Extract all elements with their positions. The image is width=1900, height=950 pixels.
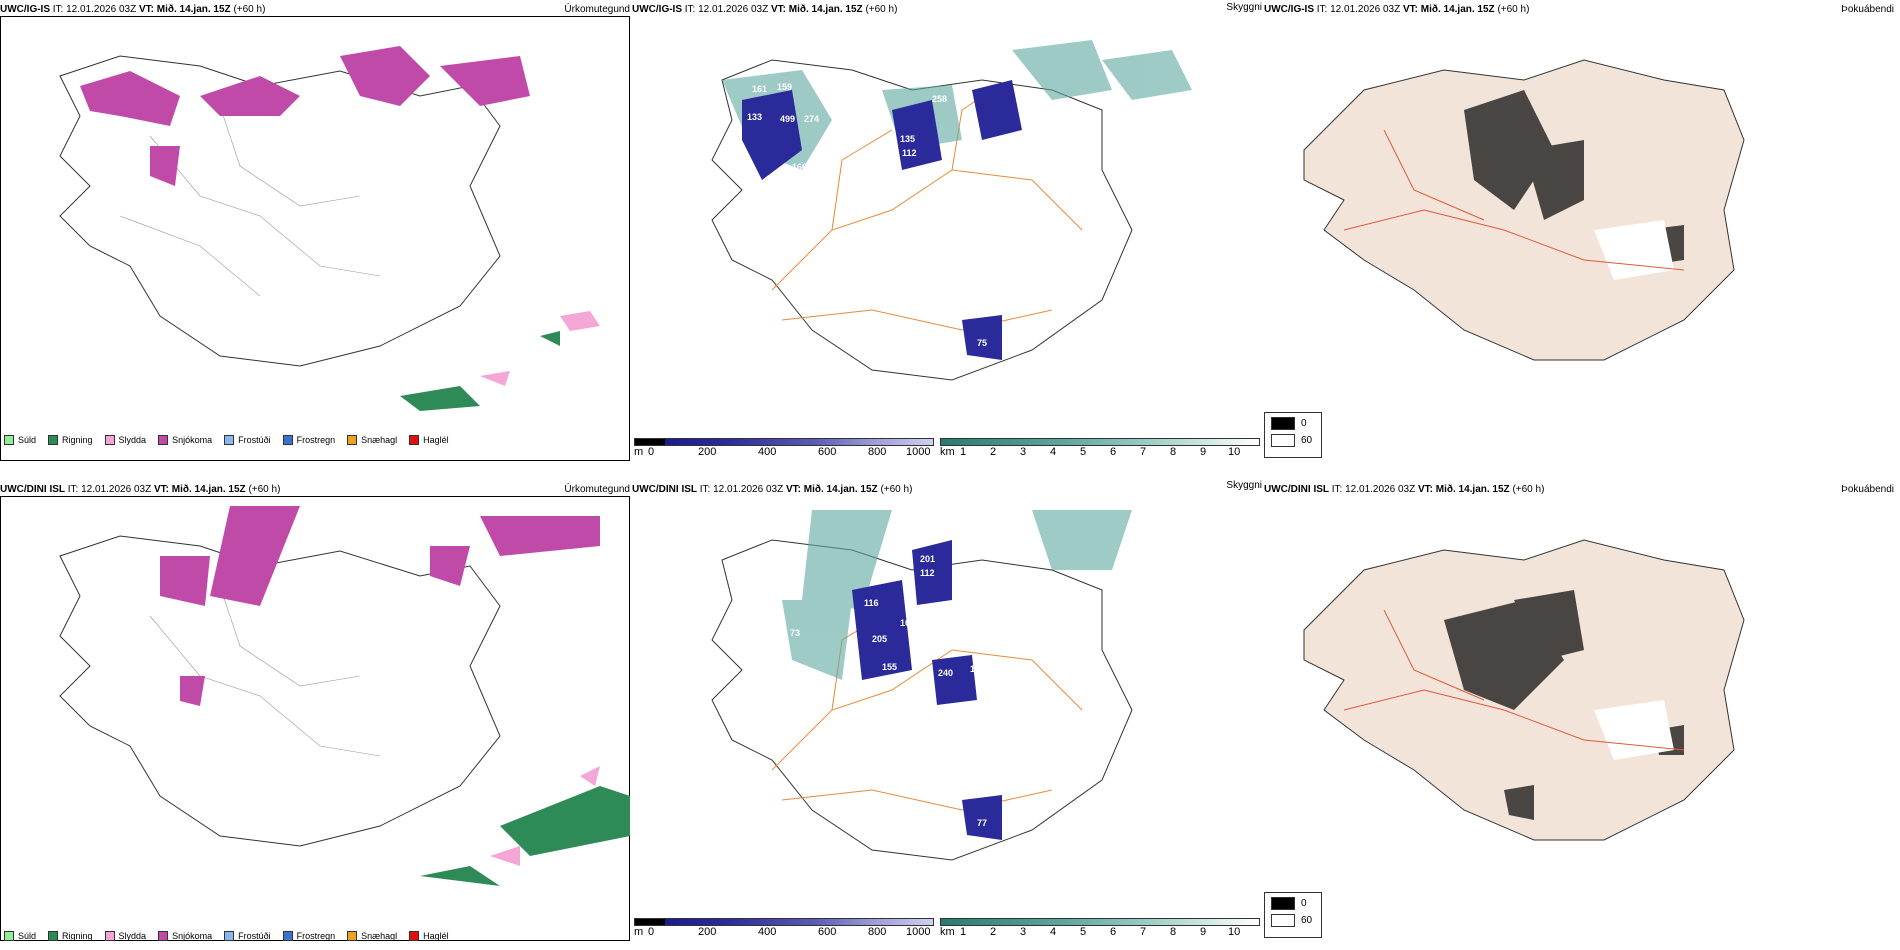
iceland-map bbox=[59, 506, 630, 886]
colorbar-km-gradient bbox=[940, 438, 1260, 446]
precip-legend: Súld Rigning Slydda Snjókoma Frostúði Fr… bbox=[4, 931, 449, 941]
panel-fog-top: UWC/IG-IS IT: 12.01.2026 03Z VT: Mið. 14… bbox=[1264, 0, 1894, 458]
legend-item: Frostregn bbox=[282, 435, 335, 445]
legend-item: Haglél bbox=[409, 931, 449, 941]
svg-text:161: 161 bbox=[752, 84, 767, 94]
svg-text:159: 159 bbox=[777, 82, 792, 92]
legend-swatch bbox=[104, 435, 115, 445]
panel-title: Þokuábendi bbox=[1841, 484, 1894, 495]
panel-visibility-bottom: UWC/DINI ISL IT: 12.01.2026 03Z VT: Mið.… bbox=[632, 480, 1262, 938]
visibility-labels: 201 112 116 105 205 155 240 141 73 87 77 bbox=[790, 554, 987, 828]
panel-header: UWC/DINI ISL IT: 12.01.2026 03Z VT: Mið.… bbox=[0, 484, 281, 495]
svg-text:133: 133 bbox=[747, 112, 762, 122]
svg-text:87: 87 bbox=[812, 678, 822, 688]
legend-swatch bbox=[347, 435, 358, 445]
svg-text:141: 141 bbox=[970, 664, 985, 674]
snow-areas bbox=[80, 46, 530, 186]
legend-swatch bbox=[347, 931, 358, 941]
svg-text:274: 274 bbox=[804, 114, 819, 124]
panel-header: UWC/DINI ISL IT: 12.01.2026 03Z VT: Mið.… bbox=[632, 484, 913, 495]
svg-text:77: 77 bbox=[977, 818, 987, 828]
legend-item: Slydda bbox=[104, 435, 146, 445]
svg-text:75: 75 bbox=[977, 338, 987, 348]
svg-text:116: 116 bbox=[864, 598, 879, 608]
svg-text:201: 201 bbox=[920, 554, 935, 564]
svg-text:258: 258 bbox=[932, 94, 947, 104]
svg-text:166: 166 bbox=[792, 162, 807, 172]
legend-item: Snæhagl bbox=[347, 435, 397, 445]
legend-item: Frostregn bbox=[282, 931, 335, 941]
colorbar-m-gradient bbox=[634, 438, 934, 446]
svg-text:135: 135 bbox=[900, 134, 915, 144]
panel-header: UWC/IG-IS IT: 12.01.2026 03Z VT: Mið. 14… bbox=[1264, 4, 1530, 15]
colorbar-km-gradient bbox=[940, 918, 1260, 926]
rain-areas bbox=[400, 331, 560, 411]
panel-title: Skyggni bbox=[1226, 2, 1262, 13]
legend-swatch bbox=[282, 931, 293, 941]
panel-header: UWC/DINI ISL IT: 12.01.2026 03Z VT: Mið.… bbox=[1264, 484, 1545, 495]
iceland-map bbox=[59, 46, 600, 411]
legend-item: Frostúði bbox=[224, 931, 271, 941]
precip-legend: Súld Rigning Slydda Snjókoma Frostúði Fr… bbox=[4, 435, 449, 445]
svg-text:205: 205 bbox=[872, 634, 887, 644]
panel-title: Úrkomutegund bbox=[564, 4, 630, 15]
legend-swatch bbox=[409, 931, 420, 941]
panel-title: Skyggni bbox=[1226, 480, 1262, 491]
legend-item: Frostúði bbox=[224, 435, 271, 445]
legend-item: Rigning bbox=[48, 435, 93, 445]
fog-map bbox=[1303, 539, 1745, 841]
fog-legend: 0 60 bbox=[1264, 892, 1322, 938]
svg-text:112: 112 bbox=[902, 148, 917, 158]
visibility-map: 161 159 133 499 274 135 112 166 145 258 … bbox=[711, 40, 1192, 381]
legend-item: Súld bbox=[4, 435, 36, 445]
panel-precip-type-top: UWC/IG-IS IT: 12.01.2026 03Z VT: Mið. 14… bbox=[0, 0, 630, 461]
svg-text:105: 105 bbox=[900, 618, 915, 628]
legend-item: Rigning bbox=[48, 931, 93, 941]
panel-header: UWC/IG-IS IT: 12.01.2026 03Z VT: Mið. 14… bbox=[632, 4, 898, 15]
legend-item: Snjókoma bbox=[158, 435, 212, 445]
svg-text:155: 155 bbox=[882, 662, 897, 672]
legend-swatch bbox=[282, 435, 293, 445]
map-frame bbox=[0, 16, 630, 461]
legend-item: Snjókoma bbox=[158, 931, 212, 941]
legend-swatch bbox=[48, 931, 59, 941]
legend-swatch bbox=[409, 435, 420, 445]
map-frame bbox=[0, 496, 630, 941]
svg-text:145: 145 bbox=[777, 180, 792, 190]
panel-header: UWC/IG-IS IT: 12.01.2026 03Z VT: Mið. 14… bbox=[0, 4, 266, 15]
legend-swatch bbox=[104, 931, 115, 941]
legend-swatch bbox=[48, 435, 59, 445]
panel-fog-bottom: UWC/DINI ISL IT: 12.01.2026 03Z VT: Mið.… bbox=[1264, 480, 1894, 938]
visibility-labels: 161 159 133 499 274 135 112 166 145 258 … bbox=[747, 82, 987, 348]
legend-item: Slydda bbox=[104, 931, 146, 941]
fog-legend: 0 60 bbox=[1264, 412, 1322, 458]
fog-legend-white-swatch bbox=[1271, 914, 1295, 927]
colorbar-m-gradient bbox=[634, 918, 934, 926]
fog-map bbox=[1303, 59, 1745, 361]
legend-item: Súld bbox=[4, 931, 36, 941]
panel-visibility-top: UWC/IG-IS IT: 12.01.2026 03Z VT: Mið. 14… bbox=[632, 2, 1262, 458]
visibility-map: 201 112 116 105 205 155 240 141 73 87 77 bbox=[711, 510, 1133, 861]
legend-item: Snæhagl bbox=[347, 931, 397, 941]
panel-precip-type-bottom: UWC/DINI ISL IT: 12.01.2026 03Z VT: Mið.… bbox=[0, 480, 630, 941]
legend-swatch bbox=[158, 435, 169, 445]
legend-swatch bbox=[224, 931, 235, 941]
fog-legend-white-swatch bbox=[1271, 434, 1295, 447]
legend-swatch bbox=[158, 931, 169, 941]
panel-title: Úrkomutegund bbox=[564, 484, 630, 495]
legend-swatch bbox=[4, 931, 14, 941]
svg-text:499: 499 bbox=[780, 114, 795, 124]
svg-text:112: 112 bbox=[920, 568, 935, 578]
fog-legend-black-swatch bbox=[1271, 897, 1295, 910]
svg-text:240: 240 bbox=[938, 668, 953, 678]
legend-item: Haglél bbox=[409, 435, 449, 445]
legend-swatch bbox=[224, 435, 235, 445]
panel-title: Þokuábendi bbox=[1841, 4, 1894, 15]
legend-swatch bbox=[4, 435, 14, 445]
svg-text:73: 73 bbox=[790, 628, 800, 638]
fog-legend-black-swatch bbox=[1271, 417, 1295, 430]
